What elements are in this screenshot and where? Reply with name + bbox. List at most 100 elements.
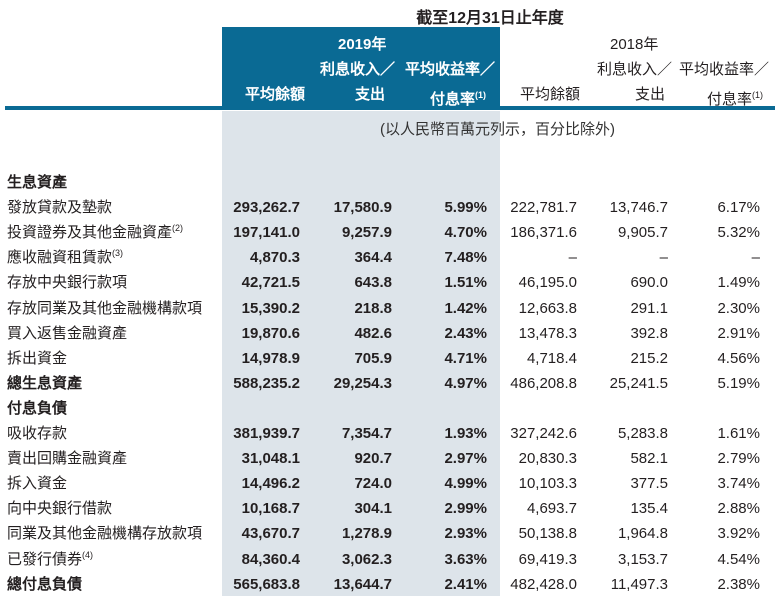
yield-2018: 1.49%: [717, 274, 760, 292]
interest-2019-l2: 支出: [355, 86, 386, 103]
avg-balance-2019: 19,870.6: [241, 324, 300, 342]
table-row: 應收融資租賃款(3) 4,870.3 364.4 7.48% – – –: [0, 245, 775, 270]
avg-balance-2018: 46,195.0: [518, 274, 577, 292]
interest-2019: 17,580.9: [333, 199, 392, 217]
yield-2019: 2.97%: [444, 450, 487, 468]
interest-2019: 705.9: [354, 349, 392, 367]
yield-2019: 1.51%: [444, 274, 487, 292]
interest-2018: 377.5: [630, 475, 668, 493]
yield-2018: 2.30%: [717, 299, 760, 317]
yield-2019: 7.48%: [444, 249, 487, 267]
interest-2019: 218.8: [354, 299, 392, 317]
interest-2019: 724.0: [354, 475, 392, 493]
row-label: 向中央銀行借款: [7, 500, 113, 518]
interest-2018: 25,241.5: [609, 374, 668, 392]
interest-2018: –: [659, 249, 668, 267]
avg-balance-2018: 13,478.3: [518, 324, 577, 342]
table-title: 截至12月31日止年度: [416, 10, 564, 27]
row-label: 應收融資租賃款(3): [7, 248, 124, 267]
row-label: 發放貸款及墊款: [7, 199, 113, 217]
column-2019-shade: [222, 111, 500, 596]
interest-2018: 690.0: [630, 274, 668, 292]
yield-2019: 1.42%: [444, 299, 487, 317]
yield-2018: 5.19%: [717, 374, 760, 392]
avg-balance-2019: 381,939.7: [233, 425, 300, 442]
yield-2019: 2.93%: [444, 525, 487, 543]
row-label: 投資證券及其他金融資產(2): [7, 223, 184, 242]
avg-balance-2018: –: [568, 249, 577, 267]
row-label: 總付息負債: [7, 575, 83, 593]
interest-2018: 392.8: [630, 324, 668, 342]
yield-2019: 2.43%: [444, 324, 487, 342]
avg-balance-2019: 31,048.1: [241, 450, 300, 468]
interest-2019: 920.7: [354, 450, 392, 468]
yield-2019: 4.71%: [444, 349, 487, 367]
avg-balance-2019: 588,235.2: [233, 374, 300, 392]
yield-2018: 5.32%: [717, 224, 760, 242]
avg-balance-2019: 平均餘額: [245, 86, 306, 103]
row-label: 拆入資金: [7, 475, 68, 493]
interest-2019-l1: 利息收入／: [320, 61, 396, 78]
yield-2018: 4.54%: [717, 550, 760, 568]
avg-balance-2019: 14,978.9: [241, 349, 300, 367]
unit-note: (以人民幣百萬元列示，百分比除外): [380, 121, 615, 138]
table-row: 同業及其他金融機構存放款項 43,670.7 1,278.9 2.93% 50,138.…: [0, 521, 775, 546]
yield-2019: 2.99%: [444, 500, 487, 518]
yield-2018: 4.56%: [717, 349, 760, 367]
yield-2018: 2.88%: [717, 500, 760, 518]
row-label: 已發行債券(4): [7, 549, 94, 568]
avg-balance-2018: 486,208.8: [510, 374, 577, 392]
yield-2019: 1.93%: [444, 425, 487, 442]
avg-balance-2018: 482,428.0: [510, 575, 577, 593]
year-2019: 2019年: [338, 36, 387, 53]
yield-2019: 2.41%: [444, 575, 487, 593]
interest-2019: 304.1: [354, 500, 392, 518]
yield-2019: 5.99%: [444, 199, 487, 217]
yield-2019-l1: 平均收益率／: [405, 61, 496, 78]
avg-balance-2019: 565,683.8: [233, 575, 300, 593]
avg-balance-2018: 10,103.3: [518, 475, 577, 493]
avg-balance-2018: 50,138.8: [518, 525, 577, 543]
interest-2018: 5,283.8: [617, 425, 668, 442]
row-label: 賣出回購金融資產: [7, 450, 128, 468]
row-label: 生息資產: [7, 174, 68, 191]
interest-2018: 1,964.8: [617, 525, 668, 543]
yield-2018-l2: 付息率(1): [707, 90, 764, 108]
interest-2018: 13,746.7: [609, 199, 668, 217]
table-row: 已發行債券(4) 84,360.4 3,062.3 3.63% 69,419.3 3,15…: [0, 547, 775, 572]
table-row: 拆入資金 14,496.2 724.0 4.99% 10,103.3 377.5 3.74%: [0, 471, 775, 496]
year-2018: 2018年: [610, 36, 659, 53]
avg-balance-2018: 327,242.6: [510, 425, 577, 442]
interest-2018: 215.2: [630, 349, 668, 367]
interest-2018-l1: 利息收入／: [597, 61, 673, 78]
avg-balance-2018: 4,693.7: [526, 500, 577, 518]
yield-2019-l2: 付息率(1): [430, 90, 487, 108]
table-row: 投資證券及其他金融資產(2) 197,141.0 9,257.9 4.70% 186,3…: [0, 220, 775, 245]
row-label: 存放中央銀行款項: [7, 274, 128, 292]
table-row: 發放貸款及墊款 293,262.7 17,580.9 5.99% 222,781.7 13…: [0, 195, 775, 220]
yield-2018: 2.38%: [717, 575, 760, 593]
interest-2018: 3,153.7: [617, 550, 668, 568]
interest-2019: 1,278.9: [341, 525, 392, 543]
interest-2018: 291.1: [630, 299, 668, 317]
yield-2019: 4.97%: [444, 374, 487, 392]
avg-balance-2018: 222,781.7: [510, 199, 577, 217]
table-row: 買入返售金融資產 19,870.6 482.6 2.43% 13,478.3 392.8 2…: [0, 321, 775, 346]
row-label: 拆出資金: [7, 349, 68, 367]
row-label: 付息負債: [7, 399, 68, 417]
section-row: 付息負債: [0, 396, 775, 421]
avg-balance-2018: 4,718.4: [526, 349, 577, 367]
avg-balance-2019: 293,262.7: [233, 199, 300, 217]
yield-2018: 3.92%: [717, 525, 760, 543]
interest-2019: 364.4: [354, 249, 392, 267]
avg-balance-2019: 84,360.4: [241, 550, 300, 568]
interest-2019: 29,254.3: [333, 374, 392, 392]
yield-2019: 4.99%: [444, 475, 487, 493]
interest-2019: 9,257.9: [341, 224, 392, 242]
row-label: 吸收存款: [7, 425, 68, 442]
interest-2018: 9,905.7: [617, 224, 668, 242]
yield-2019: 4.70%: [444, 224, 487, 242]
row-label: 買入返售金融資產: [7, 324, 128, 342]
table-row: 吸收存款 381,939.7 7,354.7 1.93% 327,242.6 5,283.…: [0, 421, 775, 446]
